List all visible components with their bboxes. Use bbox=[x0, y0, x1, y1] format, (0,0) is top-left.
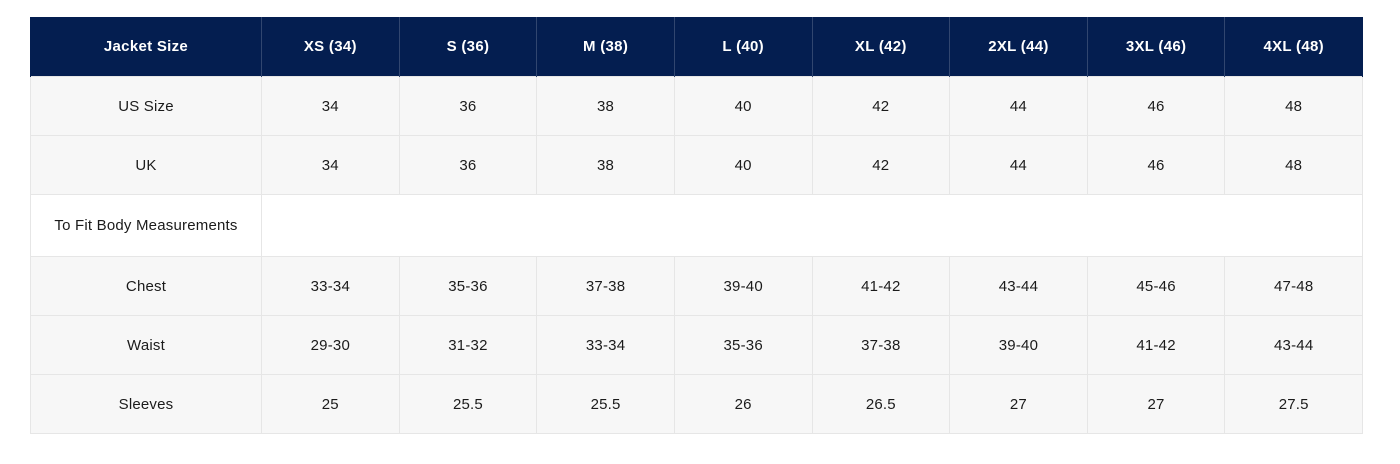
value-cell: 44 bbox=[949, 76, 1088, 136]
value-cell: 44 bbox=[949, 135, 1088, 195]
value-cell: 41-42 bbox=[811, 256, 951, 316]
value-cell: 48 bbox=[1224, 76, 1363, 136]
value-cell: 45-46 bbox=[1086, 256, 1226, 316]
header-cell: S (36) bbox=[398, 17, 538, 77]
row-label-cell: Waist bbox=[30, 315, 262, 375]
size-chart-table: Jacket Size XS (34) S (36) M (38) L (40) XL (… bbox=[30, 17, 1363, 434]
value-cell: 26.5 bbox=[811, 374, 951, 434]
value-cell: 48 bbox=[1224, 135, 1363, 195]
header-cell-jacket-size: Jacket Size bbox=[30, 17, 262, 77]
value-cell: 25.5 bbox=[536, 374, 675, 434]
table-row: Chest 33-34 35-36 37-38 39-40 41-42 43-44 45-46… bbox=[30, 256, 1363, 316]
header-cell: XS (34) bbox=[261, 17, 400, 77]
value-cell: 37-38 bbox=[536, 256, 675, 316]
value-cell: 38 bbox=[536, 76, 675, 136]
value-cell: 34 bbox=[261, 135, 400, 195]
value-cell: 43-44 bbox=[949, 256, 1088, 316]
header-row: Jacket Size XS (34) S (36) M (38) L (40) XL (… bbox=[30, 17, 1363, 77]
size-chart-body: US Size 34 36 38 40 42 44 46 48 UK 34 36 38 40 42 44 46 4… bbox=[30, 76, 1363, 434]
value-cell: 39-40 bbox=[673, 256, 813, 316]
header-cell: M (38) bbox=[536, 17, 675, 77]
value-cell: 40 bbox=[673, 135, 813, 195]
value-cell: 29-30 bbox=[261, 315, 400, 375]
value-cell: 35-36 bbox=[673, 315, 813, 375]
value-cell: 38 bbox=[536, 135, 675, 195]
value-cell: 27.5 bbox=[1224, 374, 1363, 434]
table-row: Waist 29-30 31-32 33-34 35-36 37-38 39-40 41-42… bbox=[30, 315, 1363, 375]
value-cell: 35-36 bbox=[398, 256, 538, 316]
value-cell: 41-42 bbox=[1086, 315, 1226, 375]
value-cell: 26 bbox=[673, 374, 813, 434]
size-chart-container: Jacket Size XS (34) S (36) M (38) L (40) XL (… bbox=[30, 17, 1363, 434]
value-cell: 25.5 bbox=[398, 374, 538, 434]
header-cell: 4XL (48) bbox=[1224, 17, 1363, 77]
value-cell: 33-34 bbox=[261, 256, 400, 316]
value-cell: 31-32 bbox=[398, 315, 538, 375]
header-cell: XL (42) bbox=[811, 17, 951, 77]
value-cell: 40 bbox=[673, 76, 813, 136]
value-cell: 46 bbox=[1086, 76, 1226, 136]
row-label-cell: Chest bbox=[30, 256, 262, 316]
header-cell: 2XL (44) bbox=[949, 17, 1088, 77]
value-cell: 34 bbox=[261, 76, 400, 136]
row-label-cell: US Size bbox=[30, 76, 262, 136]
table-row: Sleeves 25 25.5 25.5 26 26.5 27 27 27.5 bbox=[30, 374, 1363, 434]
row-label-cell: Sleeves bbox=[30, 374, 262, 434]
header-cell: 3XL (46) bbox=[1086, 17, 1226, 77]
value-cell: 42 bbox=[811, 76, 951, 136]
size-chart-header: Jacket Size XS (34) S (36) M (38) L (40) XL (… bbox=[30, 17, 1363, 77]
value-cell: 27 bbox=[1086, 374, 1226, 434]
value-cell: 37-38 bbox=[811, 315, 951, 375]
value-cell: 25 bbox=[261, 374, 400, 434]
value-cell: 46 bbox=[1086, 135, 1226, 195]
section-empty-cell bbox=[261, 194, 1363, 257]
value-cell: 36 bbox=[398, 76, 538, 136]
row-label-cell: UK bbox=[30, 135, 262, 195]
table-row: UK 34 36 38 40 42 44 46 48 bbox=[30, 135, 1363, 195]
section-row: To Fit Body Measurements bbox=[30, 194, 1363, 257]
header-cell: L (40) bbox=[673, 17, 813, 77]
table-row: US Size 34 36 38 40 42 44 46 48 bbox=[30, 76, 1363, 136]
value-cell: 39-40 bbox=[949, 315, 1088, 375]
value-cell: 27 bbox=[949, 374, 1088, 434]
value-cell: 33-34 bbox=[536, 315, 675, 375]
value-cell: 36 bbox=[398, 135, 538, 195]
value-cell: 47-48 bbox=[1224, 256, 1363, 316]
value-cell: 43-44 bbox=[1224, 315, 1363, 375]
row-label-cell: To Fit Body Measurements bbox=[30, 194, 262, 257]
value-cell: 42 bbox=[811, 135, 951, 195]
